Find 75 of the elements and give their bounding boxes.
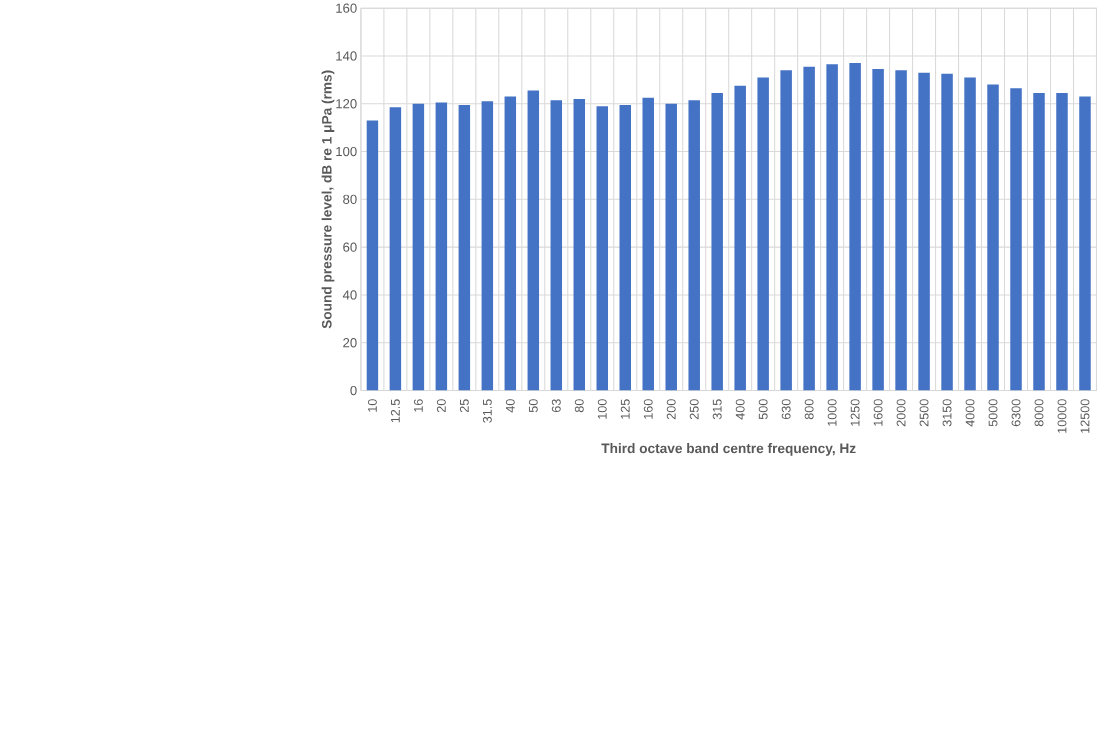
x-tick-label: 12.5 <box>390 399 400 423</box>
bar <box>803 66 815 391</box>
bar <box>1010 88 1022 391</box>
x-tick-label: 50 <box>528 399 538 413</box>
bar <box>642 97 654 391</box>
bar <box>435 102 448 391</box>
x-tick-label: 500 <box>758 399 768 420</box>
x-tick-label: 1250 <box>850 399 860 426</box>
x-tick-label: 2000 <box>896 399 906 427</box>
x-tick-label: 20 <box>436 399 446 413</box>
x-tick-label: 25 <box>459 399 469 413</box>
y-tick-label: 100 <box>336 147 357 157</box>
x-tick-label: 1600 <box>873 399 883 426</box>
y-tick-label: 140 <box>336 51 357 61</box>
x-tick-label: 6300 <box>1011 399 1021 427</box>
bar <box>711 93 723 391</box>
y-tick-label: 80 <box>343 194 357 205</box>
x-tick-label: 12500 <box>1080 399 1090 434</box>
x-tick-label: 3150 <box>942 399 952 427</box>
bar <box>619 105 631 391</box>
bar <box>987 84 999 391</box>
bar <box>527 90 540 391</box>
bar <box>734 85 746 391</box>
bar <box>504 96 517 391</box>
bar <box>481 101 494 391</box>
y-axis-title: Sound pressure level, dB re 1 μPa (rms) <box>321 70 335 329</box>
x-tick-label: 100 <box>597 399 607 419</box>
bar <box>964 77 976 391</box>
y-tick-label: 0 <box>350 386 357 396</box>
x-tick-label: 40 <box>505 399 515 413</box>
x-tick-label: 400 <box>735 399 745 420</box>
x-tick-label: 63 <box>551 399 561 413</box>
x-axis-title: Third octave band centre frequency, Hz <box>601 443 856 457</box>
bar <box>872 69 884 391</box>
bar <box>458 105 471 391</box>
x-tick-label: 1000 <box>827 399 837 426</box>
x-tick-label: 8000 <box>1034 399 1044 427</box>
bar <box>1079 96 1091 391</box>
y-tick-label: 120 <box>336 99 357 109</box>
x-tick-label: 200 <box>666 399 676 420</box>
x-tick-label: 5000 <box>988 399 998 427</box>
bar <box>688 100 700 391</box>
bar <box>1033 93 1045 391</box>
bar <box>918 72 930 391</box>
x-tick-label: 10000 <box>1057 399 1067 434</box>
x-tick-label: 31.5 <box>482 399 492 423</box>
x-tick-label: 315 <box>712 399 722 420</box>
bar <box>665 103 677 391</box>
bar <box>550 100 563 391</box>
bar <box>780 70 792 391</box>
bar <box>826 64 838 391</box>
x-tick-label: 16 <box>413 399 423 412</box>
x-tick-label: 800 <box>804 399 814 420</box>
x-tick-label: 160 <box>643 399 653 419</box>
y-tick-label: 40 <box>342 290 357 300</box>
x-tick-label: 2500 <box>919 399 929 427</box>
y-tick-label: 160 <box>336 3 357 13</box>
bar <box>573 99 586 391</box>
bar <box>757 77 769 391</box>
x-tick-label: 4000 <box>965 399 975 427</box>
y-tick-label: 20 <box>343 338 357 348</box>
bar <box>596 106 609 391</box>
x-tick-label: 630 <box>781 399 791 420</box>
bar <box>849 63 861 391</box>
y-tick-label: 60 <box>343 242 357 252</box>
bar <box>941 74 953 391</box>
x-tick-label: 80 <box>574 399 584 413</box>
x-tick-label: 250 <box>689 399 699 420</box>
bar <box>389 107 402 391</box>
bar <box>895 70 907 391</box>
bar <box>412 103 425 391</box>
bar <box>1056 93 1068 391</box>
x-tick-label: 10 <box>367 399 377 412</box>
bar <box>366 120 379 391</box>
x-tick-label: 125 <box>620 399 630 419</box>
